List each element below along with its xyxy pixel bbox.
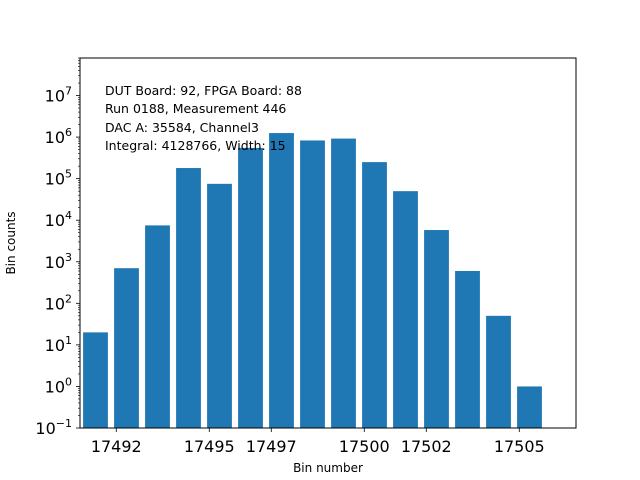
annotation-box: DUT Board: 92, FPGA Board: 88 Run 0188, … bbox=[105, 83, 302, 153]
bar-17505 bbox=[517, 386, 542, 428]
bar-17493 bbox=[145, 225, 170, 428]
x-tick-label: 17502 bbox=[401, 437, 452, 456]
annotation-line-2: Run 0188, Measurement 446 bbox=[105, 101, 286, 116]
annotation-line-1: DUT Board: 92, FPGA Board: 88 bbox=[105, 83, 302, 98]
bar-17491 bbox=[83, 332, 108, 428]
y-tick-label: 107 bbox=[45, 85, 72, 106]
bar-17499 bbox=[331, 138, 356, 428]
bar-17502 bbox=[424, 230, 449, 428]
x-axis-label: Bin number bbox=[293, 461, 363, 475]
bar-17496 bbox=[238, 147, 263, 428]
x-ticks: 17492 17495 17497 17500 17502 17505 bbox=[91, 428, 545, 456]
y-tick-label: 102 bbox=[45, 292, 72, 313]
y-tick-label: 106 bbox=[45, 126, 72, 147]
y-tick-label: 10−1 bbox=[35, 417, 72, 438]
x-tick-label: 17505 bbox=[494, 437, 545, 456]
x-tick-label: 17497 bbox=[246, 437, 297, 456]
annotation-line-4: Integral: 4128766, Width: 15 bbox=[105, 138, 286, 153]
bar-17495 bbox=[207, 183, 232, 428]
y-tick-label: 103 bbox=[45, 251, 72, 272]
bar-17501 bbox=[393, 191, 418, 428]
bar-17497 bbox=[269, 133, 294, 428]
bars-group bbox=[83, 133, 542, 429]
y-tick-label: 100 bbox=[45, 375, 72, 396]
y-tick-label: 105 bbox=[45, 168, 72, 189]
bar-17494 bbox=[176, 168, 201, 428]
bar-17498 bbox=[300, 140, 325, 429]
bar-17504 bbox=[486, 315, 511, 428]
y-tick-label: 104 bbox=[45, 209, 72, 230]
y-axis-label: Bin counts bbox=[4, 211, 18, 274]
x-tick-label: 17492 bbox=[91, 437, 142, 456]
bar-17503 bbox=[455, 270, 480, 428]
bar-17500 bbox=[362, 162, 387, 428]
annotation-line-3: DAC A: 35584, Channel3 bbox=[105, 120, 259, 135]
x-tick-label: 17500 bbox=[339, 437, 390, 456]
y-major-ticks: 10−1 100 101 102 103 104 105 106 107 bbox=[35, 85, 80, 438]
plot-frame bbox=[79, 57, 577, 429]
bar-17492 bbox=[114, 268, 139, 428]
x-tick-label: 17495 bbox=[184, 437, 235, 456]
y-tick-label: 101 bbox=[45, 334, 72, 355]
